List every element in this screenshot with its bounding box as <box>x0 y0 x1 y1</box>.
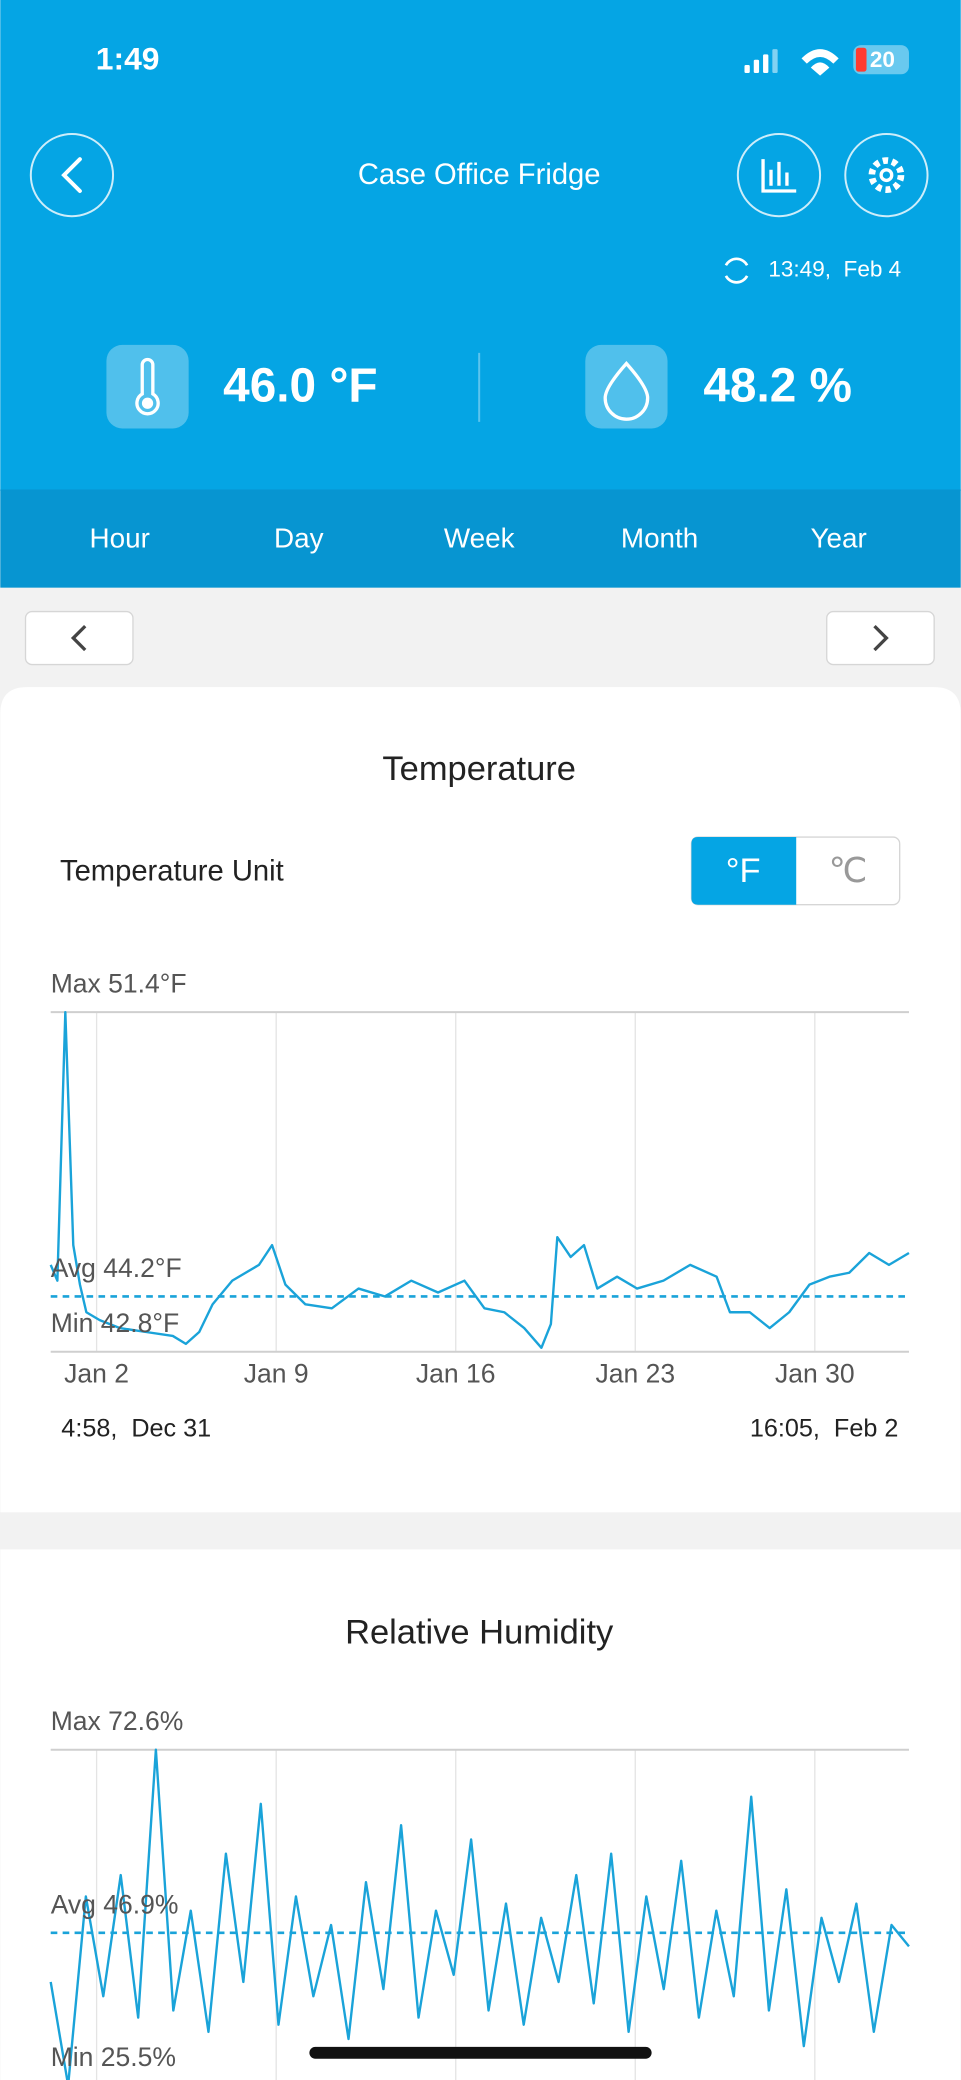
home-indicator <box>309 2046 652 2059</box>
device-title: Case Office Fridge <box>358 159 601 191</box>
header-background <box>0 0 961 491</box>
y-tick-label: Max 51.4°F <box>51 969 187 999</box>
chart-button[interactable] <box>736 132 822 218</box>
range-end: 16:05, Feb 2 <box>750 1415 898 1443</box>
status-time: 1:49 <box>96 40 160 76</box>
x-tick-label: Jan 2 <box>64 1359 129 1389</box>
battery-level <box>855 47 867 72</box>
data-line <box>49 1748 910 2080</box>
unit-label: Temperature Unit <box>60 856 284 888</box>
humidity-icon <box>603 360 650 421</box>
y-tick-label: Max 72.6% <box>51 1706 184 1736</box>
signal-icon <box>744 49 778 73</box>
x-tick-label: Jan 16 <box>416 1359 496 1389</box>
x-tick-label: Jan 30 <box>775 1359 855 1389</box>
y-tick-label: Avg 44.2°F <box>51 1253 182 1283</box>
unit-selected <box>691 837 797 905</box>
thermometer-icon-bg <box>106 344 189 429</box>
tab-bar <box>0 489 961 588</box>
previous-period-button[interactable] <box>24 610 134 666</box>
tab[interactable]: Year <box>811 522 867 553</box>
wifi-icon <box>801 49 839 76</box>
battery-percent: 20 <box>870 47 895 72</box>
next-period-button[interactable] <box>826 610 935 666</box>
chart-title: Relative Humidity <box>345 1613 614 1651</box>
thermometer-icon <box>135 357 160 416</box>
unit-option[interactable]: ℃ <box>829 852 868 890</box>
x-tick-label: Jan 9 <box>244 1359 309 1389</box>
unit-option[interactable]: °F <box>726 852 761 890</box>
y-tick-label: Min 25.5% <box>51 2042 176 2072</box>
chart-title: Temperature <box>382 750 576 788</box>
y-tick-label: Min 42.8°F <box>51 1308 180 1338</box>
last-sync: 13:49, Feb 4 <box>768 257 901 282</box>
settings-button[interactable] <box>844 132 929 218</box>
tab[interactable]: Week <box>444 522 515 553</box>
temperature-reading: 46.0 °F <box>223 359 377 412</box>
charts: Jan 2 Jan 9 Jan 16 Jan 23 Jan 30 Max 51.4°F Av… <box>49 969 910 2080</box>
humidity-icon-bg <box>585 344 668 429</box>
tabs: Hour Day Week Month Year <box>90 522 867 553</box>
x-tick-label: Jan 23 <box>595 1359 675 1389</box>
battery-icon <box>853 45 909 75</box>
back-button[interactable] <box>29 132 115 218</box>
tab[interactable]: Hour <box>90 522 150 553</box>
humidity-reading: 48.2 % <box>703 359 852 412</box>
sync-icon <box>724 257 749 284</box>
tab[interactable]: Month <box>621 522 698 553</box>
tab[interactable]: Day <box>274 522 324 553</box>
y-tick-label: Avg 46.9% <box>51 1889 179 1919</box>
data-line <box>49 1010 910 1349</box>
range-start: 4:58, Dec 31 <box>61 1415 211 1443</box>
